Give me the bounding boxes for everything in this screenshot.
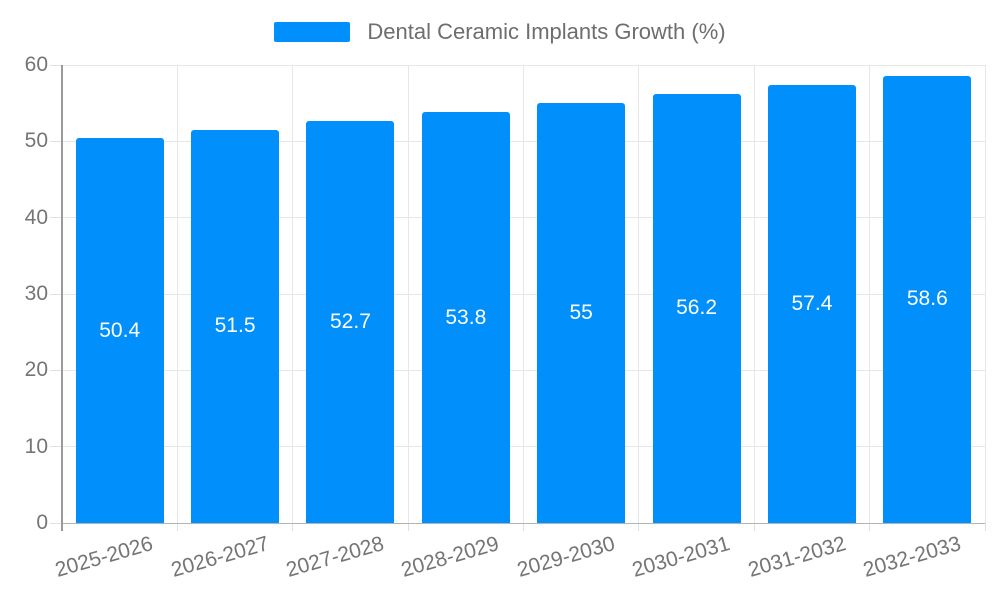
- x-axis-tick-label: 2026-2027: [168, 532, 272, 582]
- y-axis-tick-label: 10: [24, 434, 48, 458]
- x-axis-tick-label: 2025-2026: [52, 532, 156, 582]
- bar-value-label: 55: [569, 301, 593, 325]
- legend-item[interactable]: Dental Ceramic Implants Growth (%): [274, 19, 726, 44]
- bar-value-label: 51.5: [214, 314, 256, 338]
- y-axis-tick: [50, 64, 62, 66]
- y-axis-tick-label: 0: [36, 511, 48, 534]
- bar-value-label: 56.2: [676, 296, 717, 320]
- y-axis-tick: [50, 293, 62, 295]
- x-axis-tick: [869, 523, 871, 531]
- y-axis-tick: [50, 369, 62, 371]
- legend: Dental Ceramic Implants Growth (%): [0, 19, 1000, 44]
- y-axis-tick-label: 60: [24, 53, 48, 76]
- y-axis-tick-label: 20: [24, 358, 48, 382]
- bar-2030-2031[interactable]: 56.2: [652, 94, 741, 523]
- y-axis-tick: [50, 217, 62, 219]
- x-axis-tick: [176, 523, 178, 531]
- x-axis-tick: [523, 523, 524, 531]
- x-axis-tick: [753, 523, 755, 531]
- gridline-vertical: [869, 65, 871, 523]
- bar-2029-2030[interactable]: 55: [537, 103, 626, 523]
- x-axis-tick-label: 2030-2031: [629, 532, 733, 582]
- y-axis-tick: [50, 446, 62, 448]
- gridline-vertical: [753, 65, 755, 523]
- x-axis-tick-label: 2029-2030: [514, 532, 618, 582]
- y-axis-line: [61, 65, 63, 531]
- bar-value-label: 53.8: [445, 305, 487, 329]
- gridline-vertical: [176, 65, 178, 523]
- y-axis-tick: [50, 522, 62, 524]
- x-axis-tick: [292, 523, 294, 531]
- x-axis-line: [62, 523, 985, 524]
- bar-value-label: 50.4: [99, 318, 141, 342]
- bar-2026-2027[interactable]: 51.5: [191, 129, 280, 523]
- bar-value-label: 58.6: [906, 287, 948, 311]
- bar-2032-2033[interactable]: 58.6: [883, 75, 972, 523]
- x-axis-tick-label: 2032-2033: [860, 532, 964, 582]
- x-axis-tick: [638, 523, 640, 531]
- bar-2031-2032[interactable]: 57.4: [767, 84, 856, 523]
- bar-2027-2028[interactable]: 52.7: [306, 120, 395, 523]
- bar-2025-2026[interactable]: 50.4: [75, 138, 164, 523]
- gridline-vertical: [638, 65, 640, 523]
- legend-swatch-icon: [274, 22, 351, 43]
- gridline-vertical: [984, 65, 986, 523]
- x-axis-tick-label: 2027-2028: [283, 532, 387, 582]
- x-axis-tick-label: 2028-2029: [398, 532, 502, 582]
- bar-value-label: 52.7: [330, 309, 371, 333]
- bar-2028-2029[interactable]: 53.8: [421, 112, 510, 523]
- gridline-vertical: [523, 65, 524, 523]
- x-axis-tick: [407, 523, 409, 531]
- x-axis-tick: [984, 523, 986, 531]
- x-axis-tick-label: 2031-2032: [745, 532, 849, 582]
- y-axis-tick-label: 50: [24, 129, 48, 153]
- bar-value-label: 57.4: [791, 291, 833, 315]
- y-axis-tick: [50, 140, 62, 142]
- y-axis-tick-label: 40: [24, 205, 48, 229]
- gridline-vertical: [292, 65, 294, 523]
- legend-label: Dental Ceramic Implants Growth (%): [367, 19, 726, 44]
- y-axis-tick-label: 30: [24, 282, 48, 305]
- gridline-vertical: [407, 65, 409, 523]
